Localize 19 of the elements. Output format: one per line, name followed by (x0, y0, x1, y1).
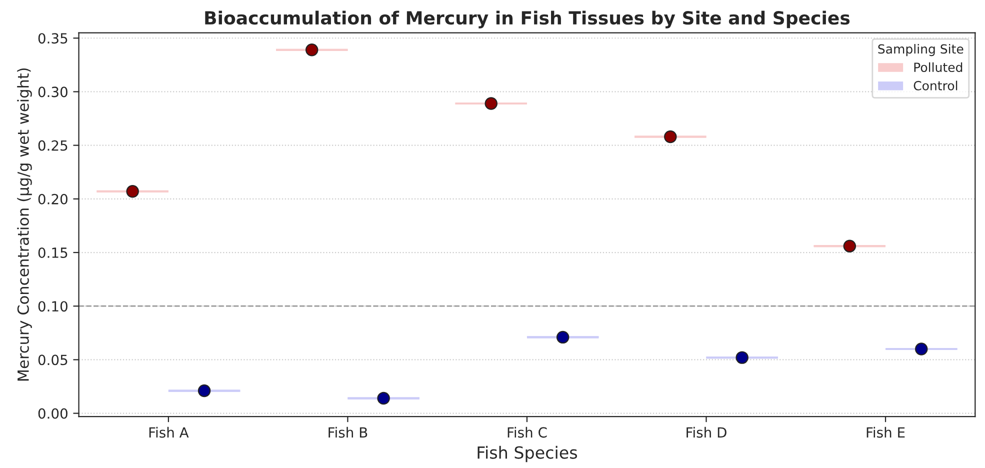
legend-label: Polluted (914, 62, 962, 72)
chart-title: Bioaccumulation of Mercury in Fish Tissues by Site and Species (205, 10, 850, 28)
legend-label: Control (914, 80, 958, 90)
y-tick-label: 0.15 (38, 247, 68, 258)
y-tick-label: 0.05 (38, 354, 68, 366)
x-tick-label: Fish A (149, 426, 189, 438)
x-tick-label: Fish C (508, 426, 547, 438)
y-tick-label: 0.35 (38, 33, 68, 44)
x-tick-label: Fish D (686, 426, 726, 438)
y-axis-title: Mercury Concentration (µg/g wet weight) (17, 68, 32, 381)
y-tick-label: 0.30 (38, 86, 68, 98)
x-tick-label: Fish B (328, 426, 368, 438)
legend-title: Sampling Site (878, 44, 964, 56)
x-axis-title: Fish Species (478, 446, 578, 462)
y-tick-label: 0.25 (38, 140, 68, 151)
y-tick-label: 0.10 (38, 301, 68, 312)
x-tick-label: Fish E (866, 426, 905, 438)
y-tick-label: 0.00 (38, 408, 68, 419)
y-tick-label: 0.20 (38, 194, 68, 204)
